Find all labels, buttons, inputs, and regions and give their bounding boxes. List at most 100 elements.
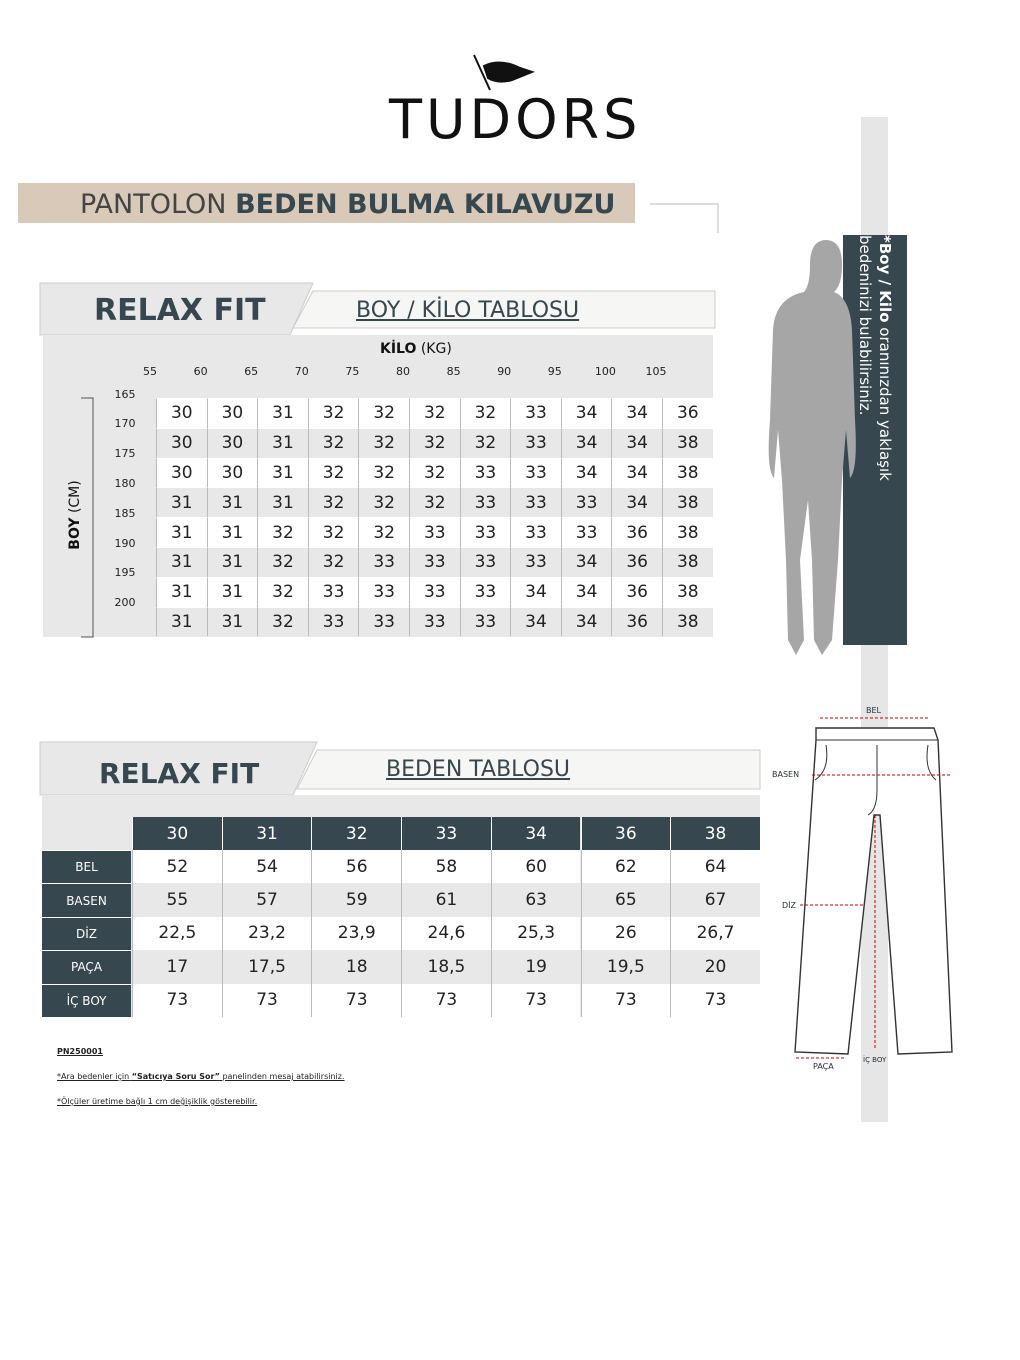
table-cell: 65 [580,883,671,917]
kilo-tick: 85 [446,364,461,378]
table-cell: 62 [580,850,671,884]
table-cell: 32 [257,606,308,637]
title-bold: BEDEN BULMA KILAVUZU [235,189,616,220]
table-cell: 32 [257,547,308,577]
table-cell: 17,5 [221,950,312,984]
table-cell: 30 [156,427,207,458]
table-title: BEDEN TABLOSU [386,757,571,782]
title-tab [292,290,716,329]
table-cell: 33 [459,487,511,518]
table-cell: 23,9 [311,916,402,951]
boy-tick: 175 [114,447,136,461]
table-cell: 30 [206,427,258,458]
kilo-tick: 105 [645,364,667,378]
table-cell: 31 [206,547,258,577]
table-cell: 31 [206,606,258,637]
table-cell: 33 [358,547,409,577]
table-cell: 36 [611,576,662,607]
table-cell: 32 [409,427,460,458]
table-cell: 60 [490,850,581,884]
table-cell: 32 [358,487,409,518]
table-cell: 64 [670,850,760,884]
diagram-label: PAÇA [813,1062,834,1071]
silhouette [768,240,856,655]
table-cell: 25,3 [490,916,581,951]
brand: TUDORS [389,88,642,151]
table-cell: 33 [459,606,511,637]
size-header: 34 [490,817,581,850]
table-cell: 38 [662,487,713,518]
fit-label: RELAX FIT [94,293,266,328]
table-cell: 31 [156,547,207,577]
table-cell: 63 [490,883,581,917]
boy-tick: 185 [114,506,136,520]
kilo-tick: 100 [594,364,616,378]
table-cell: 36 [662,398,713,428]
kilo-tick: 70 [294,364,309,378]
table-cell: 32 [257,517,308,547]
table-cell: 33 [358,606,409,637]
table-cell: 73 [311,983,402,1017]
table-cell: 32 [358,398,409,428]
table-cell: 33 [409,517,460,547]
table-cell: 33 [510,487,561,518]
table-cell: 32 [459,427,511,458]
table-cell: 33 [510,547,561,577]
title-light: PANTOLON [80,189,227,220]
table-cell: 34 [560,606,612,637]
table-cell: 22,5 [132,916,222,951]
side-note-text: bedeninizi bulabilirsiniz. [856,235,874,416]
table-cell: 59 [311,883,402,917]
row-label: PAÇA [42,950,131,984]
boy-header: BOY (CM) [67,480,83,549]
product-code: PN250001 [57,1047,103,1056]
title-line [650,203,719,233]
row-label: İÇ BOY [42,983,131,1017]
size-header: 32 [311,817,402,850]
table-cell: 30 [206,457,258,488]
size-header: 30 [132,817,222,850]
kilo-tick: 80 [396,364,410,378]
table-cell: 20 [670,950,760,984]
table-cell: 32 [257,576,308,607]
table-cell: 58 [401,850,491,884]
table-cell: 32 [358,427,409,458]
table-cell: 32 [409,457,460,488]
table-cell: 24,6 [401,916,491,951]
table-cell: 36 [611,547,662,577]
side-note-text: oranınızdan yaklaşık [876,327,894,481]
title-tab [296,749,761,790]
table-cell: 73 [221,983,312,1017]
table-cell: 30 [206,398,258,428]
diagram-label: İÇ BOY [863,1056,887,1064]
table-cell: 32 [307,427,359,458]
table-cell: 26,7 [670,916,760,951]
table-cell: 31 [156,576,207,607]
table-cell: 31 [206,517,258,547]
note-text: panelinden mesaj atabilirsiniz. [222,1072,345,1081]
boy-label: BOY [67,517,83,550]
size-header: 31 [221,817,312,850]
side-note: *Boy / Kilo oranınızdan yaklaşık bedenini… [855,235,895,645]
table-cell: 54 [221,850,312,884]
table-cell: 33 [409,576,460,607]
table-cell: 23,2 [221,916,312,951]
table-cell: 32 [307,547,359,577]
table-cell: 31 [257,427,308,458]
table-cell: 33 [560,487,612,518]
table-cell: 34 [611,487,662,518]
table-cell: 33 [560,517,612,547]
side-note-bold: *Boy / Kilo [876,235,894,323]
table-cell: 32 [459,398,511,428]
row-label: BASEN [42,883,131,917]
boy-tick: 195 [114,566,136,580]
table-cell: 32 [358,517,409,547]
table-cell: 26 [580,916,671,951]
kilo-tick: 75 [345,364,360,378]
table-title: BOY / KİLO TABLOSU [356,298,580,323]
diagram-label: DİZ [782,901,796,910]
diagram-label: BASEN [772,770,800,779]
table-cell: 38 [662,547,713,577]
table-cell: 33 [510,517,561,547]
table-cell: 31 [206,576,258,607]
